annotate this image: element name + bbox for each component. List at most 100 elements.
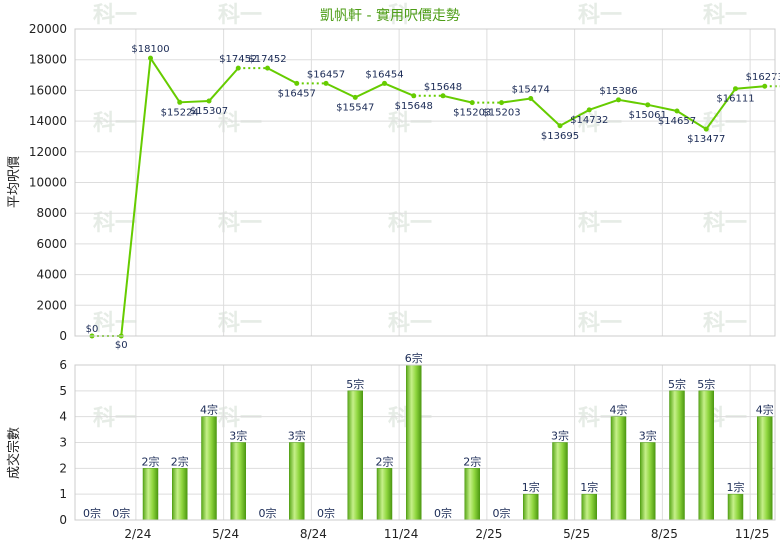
price-point-label: $16111 <box>716 94 754 105</box>
volume-bar <box>727 493 744 521</box>
price-point <box>645 102 651 108</box>
volume-bar-label: 1宗 <box>727 480 745 494</box>
volume-bar-label: 3宗 <box>639 429 657 443</box>
price-line-segment <box>384 82 415 97</box>
price-point <box>733 86 738 92</box>
watermark-text: 科一 <box>578 311 622 336</box>
price-line-segment <box>676 110 707 130</box>
volume-bar-label: 3宗 <box>551 429 569 443</box>
price-point <box>703 126 709 132</box>
watermark-text: 科一 <box>218 406 262 431</box>
volume-y-tick-label: 5 <box>59 384 67 398</box>
price-point <box>177 99 183 105</box>
volume-plot-frame <box>74 364 776 521</box>
volume-bars <box>142 364 773 521</box>
volume-y-tick-label: 6 <box>59 358 67 372</box>
price-point-label: $15203 <box>482 108 520 119</box>
volume-bar <box>464 468 480 521</box>
volume-bar-label: 5宗 <box>697 377 715 391</box>
price-line-segment <box>530 97 561 127</box>
volume-y-tick-label: 2 <box>59 461 67 475</box>
price-y-tick-label: 20000 <box>29 22 67 36</box>
price-point <box>148 55 153 61</box>
volume-bar-label: 4宗 <box>200 403 218 417</box>
price-point <box>411 93 417 99</box>
price-line-segment <box>267 67 298 85</box>
x-tick-label: 11/25 <box>735 527 770 541</box>
volume-bar-label: 2宗 <box>463 454 481 468</box>
volume-bar-label: 1宗 <box>580 480 598 494</box>
price-line-segment <box>559 108 590 127</box>
watermark-text: 科一 <box>388 211 432 236</box>
price-point-label: $14657 <box>658 116 696 127</box>
watermark-text: 科一 <box>218 3 262 28</box>
price-line-segment <box>647 103 678 112</box>
volume-bar <box>289 442 305 521</box>
volume-bar <box>376 468 393 521</box>
price-point <box>674 108 680 114</box>
price-point-label: $15224 <box>161 107 199 118</box>
volume-bar-label: 2宗 <box>142 454 160 468</box>
price-y-tick-label: 0 <box>59 329 67 343</box>
price-point <box>235 65 241 71</box>
price-point-label: $15648 <box>395 101 433 112</box>
price-point <box>440 93 446 99</box>
price-point-label: $18100 <box>131 44 169 55</box>
price-point <box>762 83 768 89</box>
x-tick-label: 2/25 <box>475 527 502 541</box>
price-point-label: $13477 <box>687 134 725 145</box>
volume-bar-label: 0宗 <box>493 506 511 520</box>
volume-bar <box>523 493 539 521</box>
watermark-text: 科一 <box>93 311 137 336</box>
volume-bar <box>230 442 246 521</box>
price-point <box>557 123 563 129</box>
price-point-label: $15203 <box>453 108 491 119</box>
data-labels: 0宗 0宗 2宗 2宗 4宗 3宗 0宗 3宗 0宗 5宗 2宗 6宗 0宗 2宗 0宗 1宗 3宗 1宗 4宗 3宗… <box>83 44 780 520</box>
price-point-label: $15547 <box>336 102 374 113</box>
volume-bar-label: 4宗 <box>756 403 774 417</box>
price-line-segment <box>588 98 619 111</box>
volume-bar <box>610 416 627 521</box>
price-point-label: $15648 <box>424 82 462 93</box>
price-point-label: $16273 <box>746 72 780 83</box>
price-y-tick-label: 16000 <box>29 83 67 97</box>
price-point <box>294 80 300 86</box>
x-tick-label: 8/24 <box>300 527 327 541</box>
price-point <box>469 100 475 106</box>
watermark-text: 科一 <box>218 111 262 136</box>
axes: 0 2000 4000 6000 8000 10000 12000 14000 16000 180… <box>29 22 776 541</box>
volume-bar-label: 2宗 <box>376 454 394 468</box>
price-line-segment <box>325 82 356 99</box>
price-line <box>89 55 780 339</box>
volume-y-tick-label: 3 <box>59 436 67 450</box>
price-point-label: $0 <box>115 340 128 351</box>
volume-bar <box>201 416 217 521</box>
price-plot-frame <box>74 28 776 337</box>
price-point <box>528 95 534 101</box>
price-point <box>265 65 270 71</box>
price-y-tick-label: 4000 <box>36 268 67 282</box>
price-point-label: $15386 <box>599 86 637 97</box>
watermark-text: 科一 <box>388 111 432 136</box>
watermark-text: 科一 <box>578 3 622 28</box>
volume-bar <box>552 442 568 521</box>
price-line-segment <box>354 82 385 99</box>
volume-bar-label: 1宗 <box>522 480 540 494</box>
price-line-segment <box>618 98 648 106</box>
watermark-text: 科一 <box>578 211 622 236</box>
watermark-text: 科一 <box>218 211 262 236</box>
price-line-segment <box>735 85 765 90</box>
watermark-text: 科一 <box>388 3 432 28</box>
volume-y-axis-label: 成交宗數 <box>6 427 22 479</box>
watermark-text: 科一 <box>703 3 747 28</box>
price-point <box>206 98 212 104</box>
volume-bar <box>640 442 656 521</box>
volume-y-tick-label: 1 <box>59 487 67 501</box>
volume-y-tick-label: 4 <box>59 410 67 424</box>
x-tick-label: 2/24 <box>124 527 151 541</box>
price-line-segment <box>501 97 531 104</box>
price-line-segment <box>149 57 181 103</box>
x-tick-label: 8/25 <box>651 527 678 541</box>
